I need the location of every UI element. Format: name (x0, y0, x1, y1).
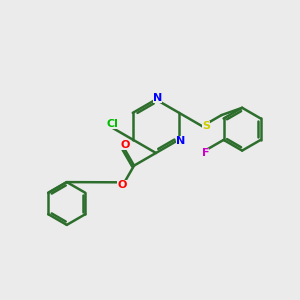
Text: F: F (202, 148, 209, 158)
Text: S: S (202, 121, 210, 131)
Text: N: N (153, 93, 162, 103)
Text: Cl: Cl (106, 119, 118, 129)
Text: O: O (120, 140, 130, 150)
Text: N: N (176, 136, 185, 146)
Text: O: O (117, 180, 127, 190)
